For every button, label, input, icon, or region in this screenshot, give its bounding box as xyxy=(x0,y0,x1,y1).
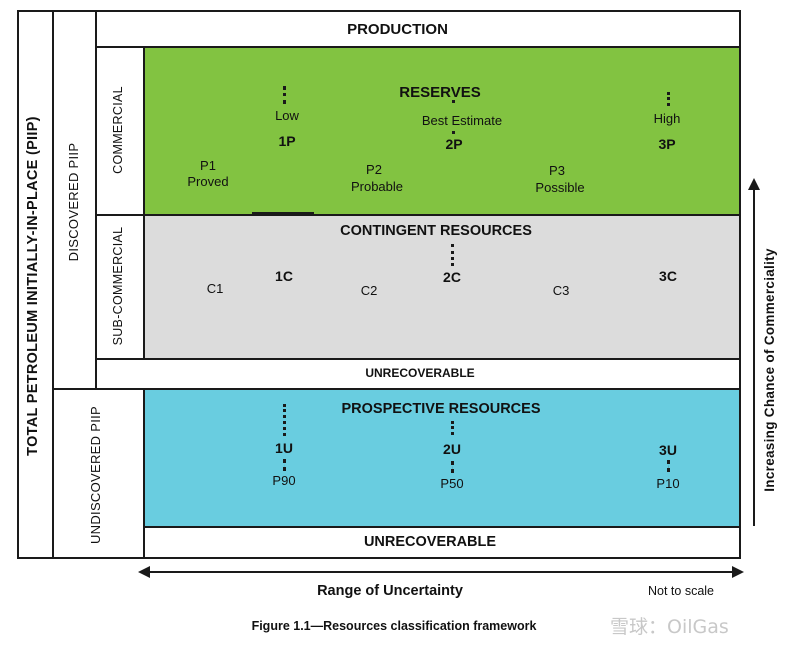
contingent-c3: C3 xyxy=(552,283,570,298)
commerciality-label: Increasing Chance of Commerciality xyxy=(762,248,777,492)
prospective-p90: P90 xyxy=(272,473,296,488)
low-divider-dots xyxy=(283,86,286,104)
uncertainty-arrow xyxy=(138,566,744,578)
contingent-top-accent xyxy=(252,212,314,215)
contingent-2c: 2C xyxy=(443,269,461,285)
reserves-p2-code: P2 xyxy=(366,162,382,177)
c2-divider-dots xyxy=(451,244,454,266)
reserves-p3-code: P3 xyxy=(549,163,565,178)
prospective-1u: 1U xyxy=(275,440,293,456)
production-label: PRODUCTION xyxy=(347,21,448,38)
u2-divider-dots-bottom xyxy=(451,461,454,473)
prospective-title: PROSPECTIVE RESOURCES xyxy=(341,401,541,417)
reserves-1p: 1P xyxy=(278,133,296,149)
best-tick-top xyxy=(452,100,455,103)
reserves-3p: 3P xyxy=(658,136,676,152)
contingent-1c: 1C xyxy=(275,268,293,284)
reserves-box xyxy=(143,46,741,216)
reserves-title: RESERVES xyxy=(399,84,481,101)
u1-divider-dots-bottom xyxy=(283,459,286,471)
reserves-proved: Proved xyxy=(187,174,229,189)
u2-divider-dots-top xyxy=(451,421,454,435)
contingent-c2: C2 xyxy=(360,283,378,298)
unrecoverable-mid-label: UNRECOVERABLE xyxy=(365,366,475,380)
discovered-piip-label: DISCOVERED PIIP xyxy=(66,142,81,262)
unrecoverable-bottom-row xyxy=(143,526,741,559)
total-piip-label: TOTAL PETROLEUM INITIALLY-IN-PLACE (PIIP… xyxy=(25,116,41,456)
watermark: 雪球：OilGas xyxy=(610,616,729,638)
not-to-scale-label: Not to scale xyxy=(648,584,715,598)
contingent-box xyxy=(143,214,741,360)
prospective-3u: 3U xyxy=(659,442,677,458)
u3-divider-dots xyxy=(667,460,670,472)
uncertainty-label: Range of Uncertainty xyxy=(317,583,463,599)
best-tick-bottom xyxy=(452,131,455,134)
sub-commercial-label: SUB-COMMERCIAL xyxy=(111,226,125,346)
contingent-3c: 3C xyxy=(659,268,677,284)
prospective-2u: 2U xyxy=(443,441,461,457)
commercial-label: COMMERCIAL xyxy=(111,86,125,174)
undiscovered-piip-label: UNDISCOVERED PIIP xyxy=(88,406,103,545)
prospective-box xyxy=(143,388,741,528)
u1-divider-dots-top xyxy=(283,404,286,436)
reserves-high-label: High xyxy=(653,111,681,126)
figure-caption: Figure 1.1—Resources classification fram… xyxy=(251,619,537,633)
contingent-title: CONTINGENT RESOURCES xyxy=(340,223,532,239)
reserves-p1-code: P1 xyxy=(200,158,216,173)
reserves-probable: Probable xyxy=(350,179,404,194)
reserves-2p: 2P xyxy=(445,136,463,152)
contingent-c1: C1 xyxy=(206,281,224,296)
commerciality-arrow xyxy=(748,178,760,526)
high-divider-dots xyxy=(667,92,670,106)
reserves-best-label: Best Estimate xyxy=(421,113,503,128)
reserves-low-label: Low xyxy=(275,108,299,123)
unrecoverable-bottom-label: UNRECOVERABLE xyxy=(363,534,497,550)
prospective-p10: P10 xyxy=(656,476,680,491)
prospective-p50: P50 xyxy=(440,476,464,491)
reserves-possible: Possible xyxy=(535,180,585,195)
